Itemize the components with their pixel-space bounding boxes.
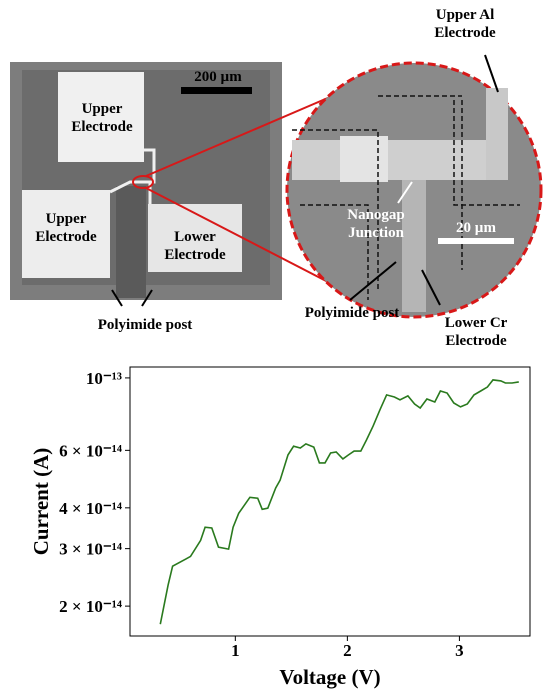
x-axis-label: Voltage (V) bbox=[279, 665, 380, 689]
y-tick-label: 3 × 10⁻¹⁴ bbox=[59, 540, 122, 559]
scale-label: 200 µm bbox=[194, 69, 242, 85]
scale-bar bbox=[181, 87, 252, 94]
plot-frame bbox=[130, 367, 530, 636]
polyimide-post bbox=[116, 186, 146, 298]
label: Nanogap Junction bbox=[336, 206, 416, 242]
scale-label: 20 µm bbox=[456, 220, 496, 236]
label: Upper Electrode bbox=[24, 210, 108, 246]
x-tick-label: 1 bbox=[231, 641, 240, 660]
label: Polyimide post bbox=[282, 304, 422, 322]
chart: 1 2 3 2 × 10⁻¹⁴ 3 × 10⁻¹⁴ 4 × 10⁻¹⁴ 6 × 10⁻¹⁴ 1… bbox=[29, 367, 530, 689]
label: Lower Electrode bbox=[150, 228, 240, 264]
label: Polyimide post bbox=[60, 316, 230, 334]
upper-al-bar bbox=[340, 136, 388, 182]
data-line bbox=[160, 380, 519, 624]
y-tick-label: 2 × 10⁻¹⁴ bbox=[59, 597, 122, 616]
label: Lower Cr Electrode bbox=[430, 314, 522, 350]
y-axis-label: Current (A) bbox=[29, 448, 53, 556]
y-tick-label: 10⁻¹³ bbox=[86, 369, 122, 388]
upper-al-bar bbox=[292, 140, 502, 180]
upper-al-bar bbox=[486, 88, 508, 180]
post-zoom bbox=[402, 180, 426, 312]
label: Upper Al Electrode bbox=[420, 6, 510, 42]
x-tick-label: 3 bbox=[455, 641, 464, 660]
figure: 200 µm 20 µm 1 2 3 2 × 10⁻¹⁴ 3 × 10⁻¹⁴ 4 × 10… bbox=[0, 0, 548, 691]
label: Upper Electrode bbox=[66, 100, 138, 136]
x-tick-label: 2 bbox=[343, 641, 352, 660]
y-tick-label: 4 × 10⁻¹⁴ bbox=[59, 499, 122, 518]
y-tick-label: 6 × 10⁻¹⁴ bbox=[59, 441, 122, 460]
scale-bar bbox=[438, 238, 514, 244]
